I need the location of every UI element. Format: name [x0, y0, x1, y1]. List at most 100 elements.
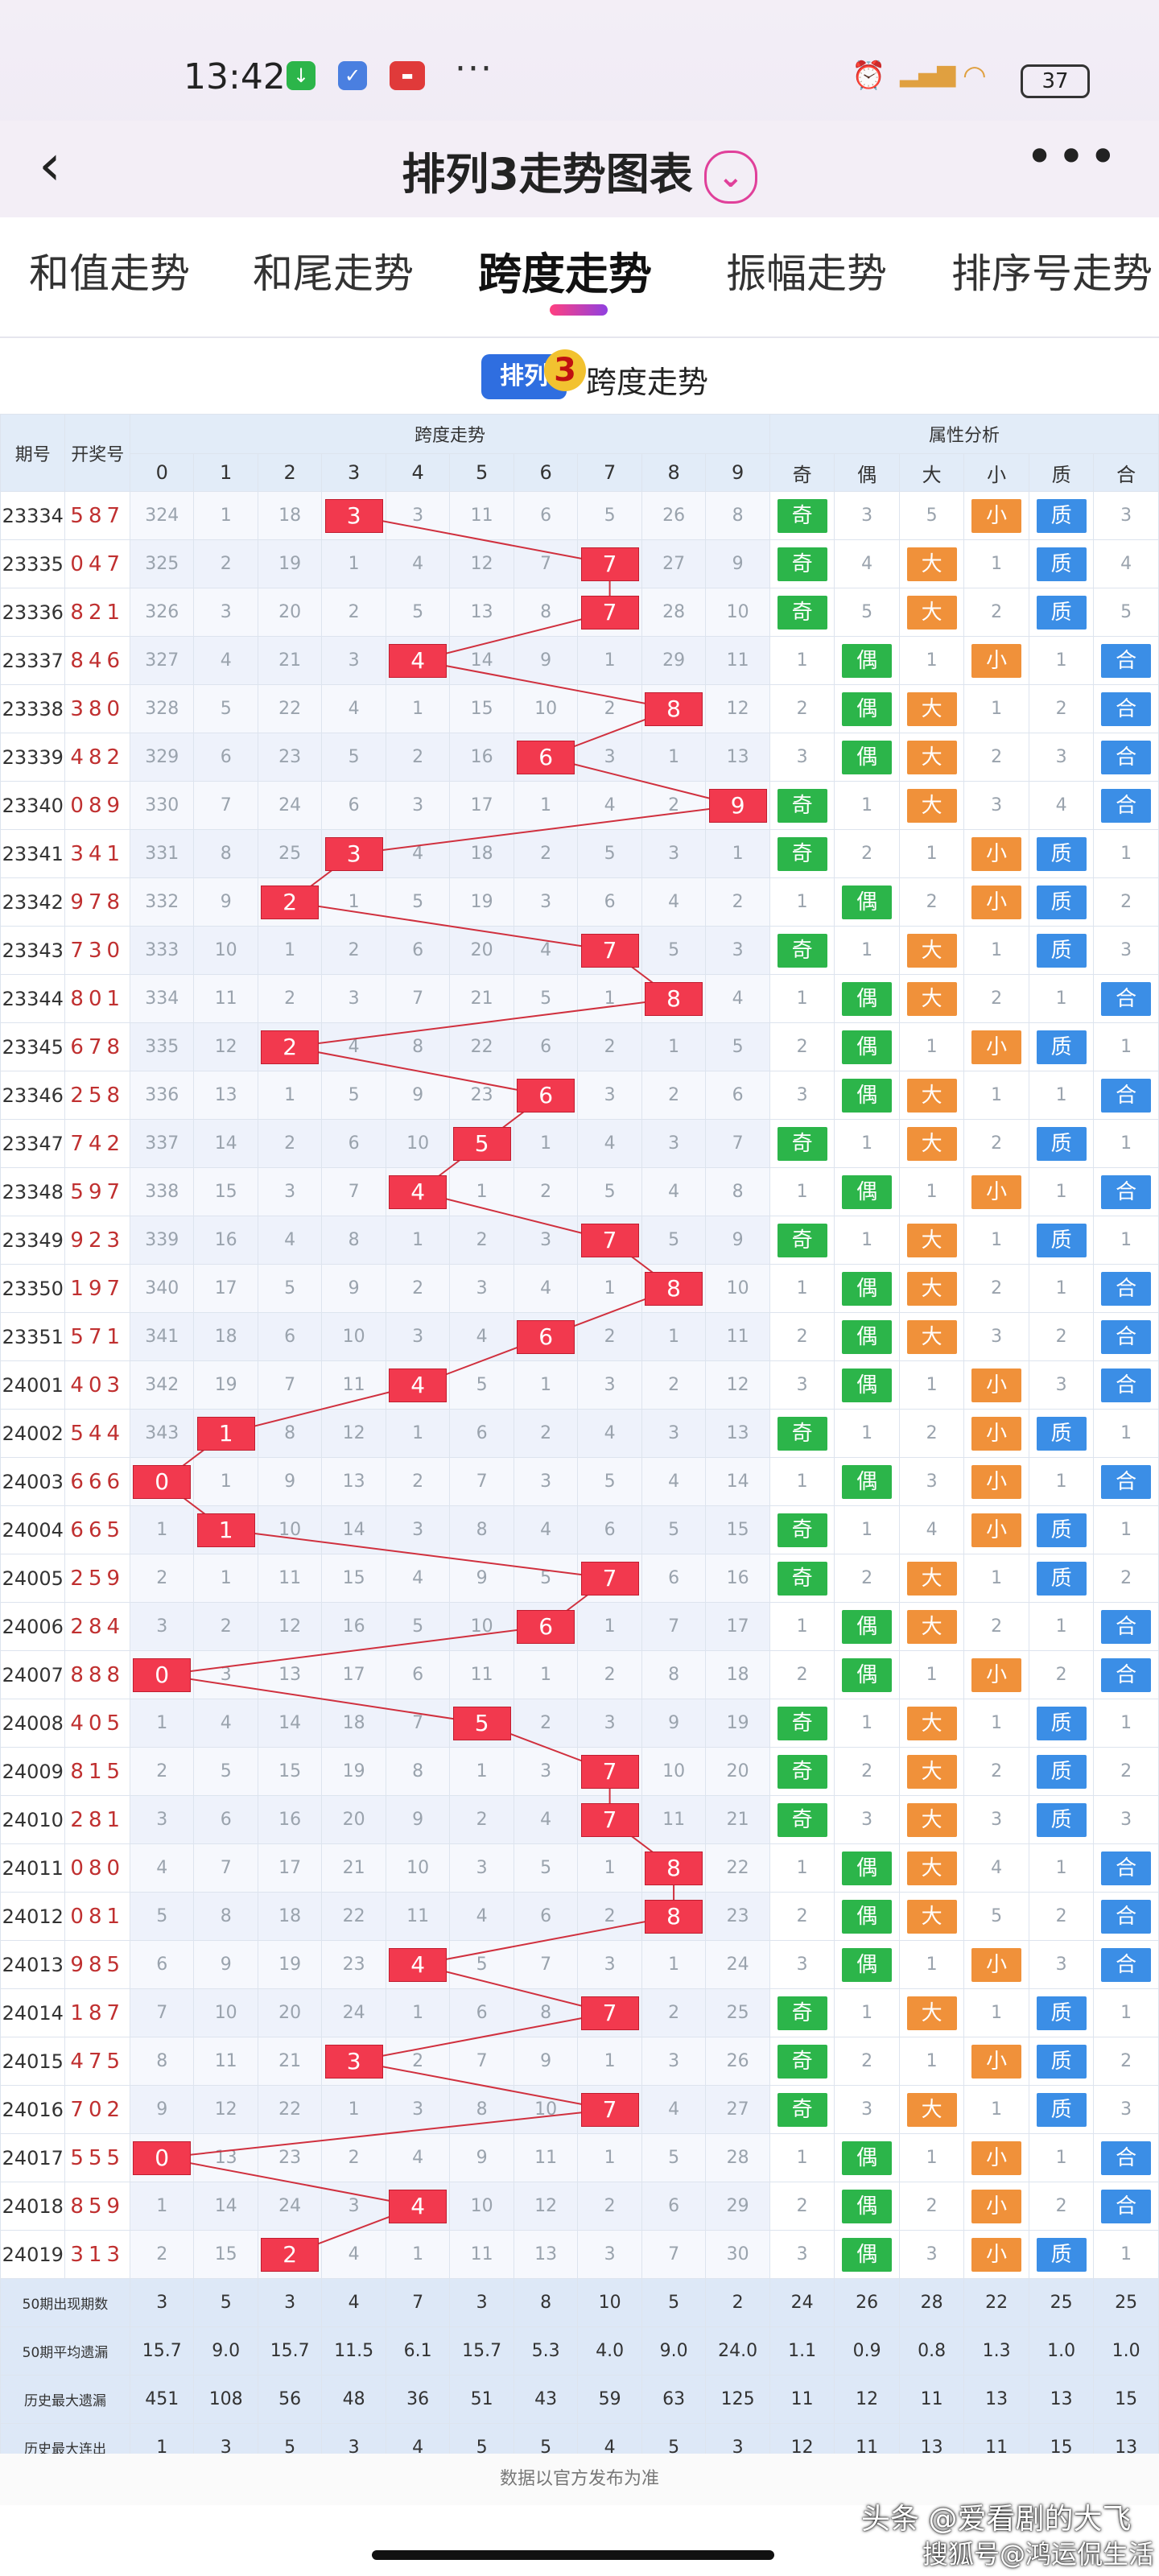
stats-value: 63 — [641, 2375, 707, 2424]
span-miss-count: 12 — [321, 1409, 386, 1458]
stats-value: 13 — [1028, 2375, 1095, 2424]
tab-hezhi[interactable]: 和值走势 — [29, 250, 190, 297]
big-tag: 大 — [906, 1078, 957, 1113]
tab-zhenfu[interactable]: 振幅走势 — [726, 250, 887, 297]
table-row: 24014 187 7 10 20 24 1 6 8 7 2 25 奇 1 大 1 质 1 — [0, 1988, 1159, 2037]
span-miss-count: 12 — [513, 2182, 579, 2231]
back-button[interactable]: ‹ — [39, 132, 61, 198]
span-miss-count: 2 — [577, 1892, 642, 1941]
span-miss-count: 7 — [129, 1988, 195, 2037]
stats-label: 历史最大遗漏 — [0, 2375, 130, 2424]
span-miss-count: 3 — [641, 1409, 707, 1458]
span-miss-count: 5 — [513, 974, 579, 1023]
span-hit-marker: 4 — [389, 1947, 448, 1982]
tab-kuadu[interactable]: 跨度走势 — [478, 249, 652, 299]
issue-number: 24016 — [0, 2085, 66, 2134]
issue-number: 23350 — [0, 1264, 66, 1313]
more-menu-button[interactable]: ••• — [1025, 129, 1120, 185]
attr-cell-big: 大 — [898, 926, 965, 975]
home-indicator[interactable] — [372, 2550, 774, 2560]
attr-cell-big: 大 — [898, 781, 965, 830]
attr-miss-count: 2 — [898, 877, 965, 927]
chevron-down-icon[interactable]: ⌄ — [703, 151, 757, 204]
attr-cell-composite: 合 — [1093, 1892, 1159, 1941]
attr-miss-count: 2 — [769, 1892, 835, 1941]
attr-cell-odd: 奇 — [769, 1795, 835, 1844]
span-miss-count: 12 — [449, 539, 514, 588]
span-hit-marker: 2 — [261, 885, 320, 919]
span-miss-count: 3 — [129, 1795, 195, 1844]
issue-number: 23341 — [0, 829, 66, 878]
issue-number: 24001 — [0, 1360, 66, 1410]
draw-number: 571 — [64, 1312, 130, 1361]
table-row: 23336 821 326 3 20 2 5 13 8 7 28 10 奇 5 大 2 质 5 — [0, 588, 1159, 637]
span-miss-count: 1 — [385, 1409, 451, 1458]
odd-tag: 奇 — [777, 1706, 827, 1740]
span-miss-count: 2 — [193, 539, 258, 588]
draw-number: 047 — [64, 539, 130, 588]
span-miss-count: 1 — [577, 2133, 642, 2182]
attr-miss-count: 1 — [963, 684, 1029, 733]
span-miss-count: 25 — [257, 829, 323, 878]
page-title[interactable]: 排列3走势图表 ⌄ — [0, 138, 1159, 204]
span-miss-count: 4 — [129, 1843, 195, 1893]
composite-tag: 合 — [1101, 1271, 1152, 1306]
group-header-span: 跨度走势 — [129, 414, 770, 454]
span-miss-count: 4 — [513, 926, 579, 975]
span-miss-count: 5 — [257, 1264, 323, 1313]
span-miss-count: 15 — [193, 2230, 258, 2279]
span-miss-count: 17 — [257, 1843, 323, 1893]
small-tag: 小 — [971, 643, 1022, 678]
prime-tag: 质 — [1036, 2092, 1087, 2127]
tab-hewei[interactable]: 和尾走势 — [253, 250, 414, 297]
tab-paixuhao[interactable]: 排序号走势 — [951, 250, 1153, 297]
odd-tag: 奇 — [777, 2044, 827, 2079]
attr-miss-count: 1 — [898, 636, 965, 685]
span-miss-count: 4 — [641, 1457, 707, 1506]
span-cell-hit: 2 — [257, 2230, 323, 2279]
prime-tag: 质 — [1036, 1996, 1087, 2030]
span-hit-marker: 5 — [452, 1126, 511, 1161]
composite-tag: 合 — [1101, 691, 1152, 726]
attr-miss-count: 4 — [1093, 539, 1159, 588]
col-header-small: 小 — [963, 453, 1029, 492]
col-header-span-7: 7 — [577, 453, 642, 492]
watermark-toutiao: 头条 @爱看剧的大飞 — [861, 2503, 1132, 2536]
issue-number: 24006 — [0, 1602, 66, 1651]
span-miss-count: 2 — [513, 829, 579, 878]
span-miss-count: 1 — [513, 1650, 579, 1699]
span-miss-count: 18 — [321, 1699, 386, 1748]
attr-miss-count: 1 — [769, 1457, 835, 1506]
span-cell-hit: 2 — [257, 1022, 323, 1071]
attr-cell-composite: 合 — [1093, 1167, 1159, 1216]
even-tag: 偶 — [842, 1078, 893, 1113]
table-row: 24017 555 0 13 23 2 4 9 11 1 5 28 1 偶 1 小 1 合 — [0, 2133, 1159, 2182]
span-miss-count: 13 — [193, 1071, 258, 1120]
span-miss-count: 1 — [577, 1843, 642, 1893]
draw-number: 742 — [64, 1119, 130, 1168]
attr-miss-count: 1 — [898, 1360, 965, 1410]
attr-cell-composite: 合 — [1093, 1312, 1159, 1361]
span-miss-count: 1 — [577, 974, 642, 1023]
attr-cell-even: 偶 — [834, 2133, 900, 2182]
issue-number: 24009 — [0, 1747, 66, 1796]
span-hit-marker: 2 — [261, 1030, 320, 1064]
draw-number: 821 — [64, 588, 130, 637]
span-miss-count: 9 — [449, 2133, 514, 2182]
attr-miss-count: 1 — [769, 1602, 835, 1651]
span-hit-marker: 8 — [645, 1851, 703, 1885]
span-miss-count: 20 — [705, 1747, 770, 1796]
stats-row: 50期出现期数 3 5 3 4 7 3 8 10 5 2 24 26 28 22 25 25 — [0, 2278, 1159, 2327]
odd-tag: 奇 — [777, 836, 827, 871]
span-miss-count: 4 — [257, 1216, 323, 1265]
span-miss-count: 5 — [641, 2133, 707, 2182]
span-hit-marker: 7 — [580, 1223, 639, 1257]
table-row: 23346 258 336 13 1 5 9 23 6 3 2 6 3 偶大 1 1 合 — [0, 1071, 1159, 1120]
attr-miss-count: 5 — [1093, 588, 1159, 637]
span-miss-count: 17 — [705, 1602, 770, 1651]
span-miss-count: 19 — [449, 877, 514, 927]
attr-miss-count: 1 — [1028, 1457, 1095, 1506]
attr-cell-big: 大 — [898, 1216, 965, 1265]
odd-tag: 奇 — [777, 1754, 827, 1789]
small-tag: 小 — [971, 498, 1022, 533]
